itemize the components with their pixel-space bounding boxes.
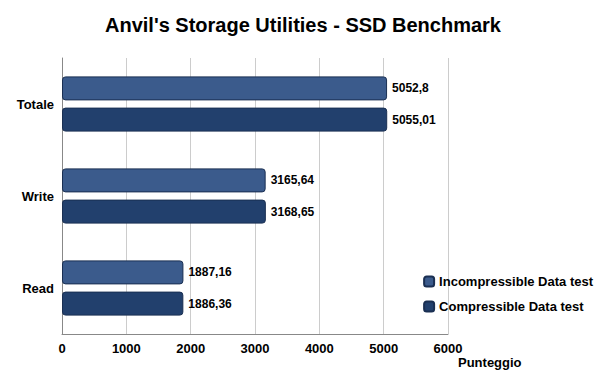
svg-text:Write: Write — [22, 189, 54, 204]
svg-text:5052,8: 5052,8 — [392, 81, 429, 95]
svg-text:Punteggio: Punteggio — [458, 355, 522, 370]
svg-text:Compressible Data test: Compressible Data test — [439, 299, 584, 314]
svg-text:3000: 3000 — [241, 341, 270, 356]
svg-text:5000: 5000 — [369, 341, 398, 356]
svg-text:Totale: Totale — [17, 97, 54, 112]
svg-text:2000: 2000 — [176, 341, 205, 356]
svg-text:4000: 4000 — [305, 341, 334, 356]
svg-text:Incompressible Data test: Incompressible Data test — [439, 274, 594, 289]
svg-text:3168,65: 3168,65 — [271, 205, 315, 219]
svg-text:1000: 1000 — [112, 341, 141, 356]
svg-text:1886,36: 1886,36 — [188, 297, 232, 311]
svg-text:6000: 6000 — [434, 341, 463, 356]
svg-text:1887,16: 1887,16 — [188, 265, 232, 279]
svg-text:5055,01: 5055,01 — [392, 113, 436, 127]
svg-text:Anvil's Storage Utilities - SS: Anvil's Storage Utilities - SSD Benchmar… — [105, 14, 502, 36]
svg-text:0: 0 — [58, 341, 65, 356]
svg-text:Read: Read — [22, 281, 54, 296]
svg-text:3165,64: 3165,64 — [271, 173, 315, 187]
